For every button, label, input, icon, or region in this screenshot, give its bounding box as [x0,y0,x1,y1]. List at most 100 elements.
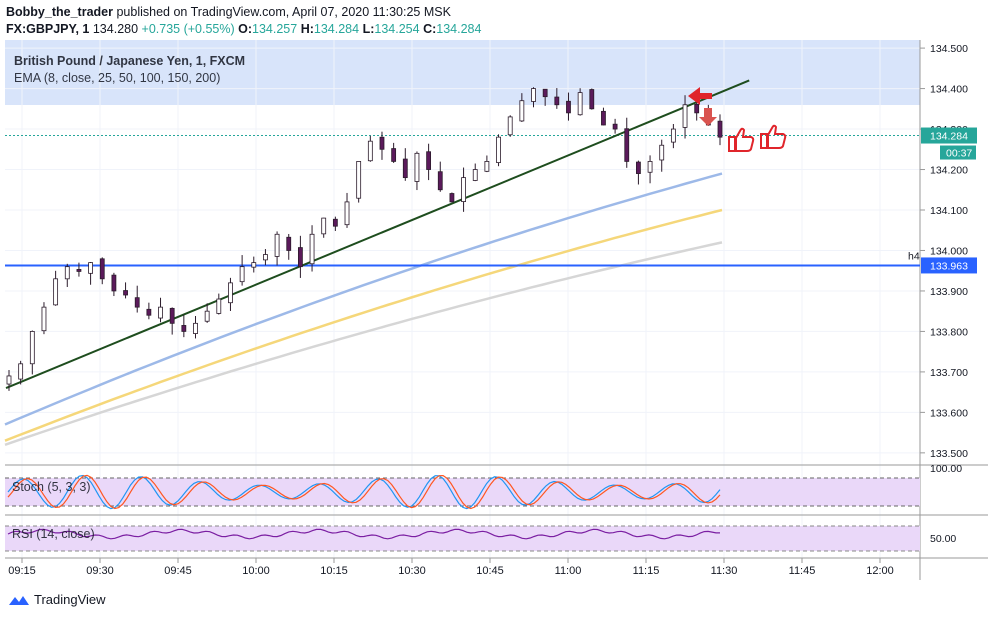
candle-body [274,233,280,257]
candle-body [472,169,478,181]
publish-line: Bobby_the_trader published on TradingVie… [6,4,481,21]
candle-body [286,236,292,251]
candle-body [309,233,315,265]
candle-body [356,161,362,199]
time-tick-label: 10:30 [398,565,426,577]
high-label: H: [300,22,314,36]
time-tick-label: 09:15 [8,565,36,577]
rsi-series [7,528,720,540]
candle-body [181,325,187,332]
candle-body [670,128,676,143]
candle-body [659,144,665,161]
level-label: 133.963 [930,260,968,272]
time-tick-label: 09:45 [164,565,192,577]
thumbs-up-icon [728,127,755,152]
candle-body [496,136,501,163]
time-axis: 09:15 09:30 09:45 10:00 10:15 10:30 10:45 11:00… [8,558,894,577]
candle-body [239,266,245,283]
time-tick-label: 10:45 [476,565,504,577]
candle-body [216,298,222,314]
rsi-line [7,528,720,540]
close-label: C: [423,22,437,36]
candle-body [41,306,47,332]
candle-body [717,120,723,138]
candle-body [589,89,595,110]
candle-body [519,100,525,122]
candle-body [694,103,700,114]
candle-body [577,92,583,116]
ema-line [4,172,723,426]
price-tick-label: 133.700 [930,367,968,379]
current-price-badge [921,127,977,144]
trendline[interactable] [5,79,750,390]
stoch-k-line [7,474,721,510]
candle-body [554,96,560,106]
stoch-label: Stoch (5, 3, 3) [12,480,91,494]
candle-body [507,116,513,136]
price-change: +0.735 (+0.55%) [141,22,235,36]
stoch-axis-label: 100.00 [930,463,962,475]
candle-body [426,151,432,170]
countdown-label: 00:37 [946,148,972,160]
candle-body [146,308,152,316]
symbol: FX:GBPJPY, 1 [6,22,90,36]
candle-body [321,217,327,235]
candle-body [76,269,82,272]
down-arrow-icon [699,108,717,126]
candle-body [297,247,303,268]
candle-body [601,110,606,126]
candle-body [53,278,59,306]
candle-body [402,158,408,179]
time-tick-label: 10:15 [320,565,348,577]
candle-body [367,140,373,162]
price-tick-label: 133.500 [930,448,968,460]
stoch-d-line [7,474,721,510]
high-value: 134.284 [313,22,360,36]
candle-body [29,331,35,365]
level-badge [921,257,977,274]
price-tick-label: 134.400 [930,84,968,96]
rsi-label: RSI (14, close) [12,527,95,541]
time-tick-label: 11:00 [555,565,582,577]
ema-line [4,208,723,442]
price-tick-label: 134.100 [930,205,968,217]
time-tick-label: 10:00 [242,565,270,577]
candle-body [449,193,455,203]
price-grid [5,40,920,558]
price-axis: 134.500134.400134.300134.200134.100134.0… [920,43,968,460]
candle-body [647,161,653,173]
current-price-label: 134.284 [930,131,968,143]
rsi-band [5,526,920,551]
candle-body [6,375,12,385]
candle-body [612,123,618,130]
open-label: O: [238,22,253,36]
candle-body [99,258,105,280]
candle-body [64,266,70,280]
legend-highlight [5,40,920,105]
stoch-band [5,478,920,506]
candle-body [542,88,548,98]
candle-body [414,152,420,182]
author-name[interactable]: Bobby_the_trader [6,5,113,19]
candle-body [344,201,350,226]
candle-body [18,363,24,380]
price-tick-label: 133.600 [930,407,968,419]
price-tick-label: 134.000 [930,245,968,257]
candle-body [123,290,128,296]
candle-body [461,177,466,203]
time-tick-label: 12:00 [866,565,894,577]
candle-body [251,262,257,268]
tradingview-logo-icon [9,595,29,605]
price-tick-label: 134.500 [930,43,968,55]
tradingview-logo[interactable]: TradingView [8,592,106,607]
candle-body [531,88,536,102]
candle-body [158,306,163,319]
low-value: 134.254 [374,22,420,36]
price-tick-label: 133.800 [930,326,968,338]
open-value: 134.257 [252,22,298,36]
left-arrow-icon [688,87,712,105]
candle-body [228,282,233,304]
candle-body [88,262,93,274]
candle-body [204,310,210,322]
